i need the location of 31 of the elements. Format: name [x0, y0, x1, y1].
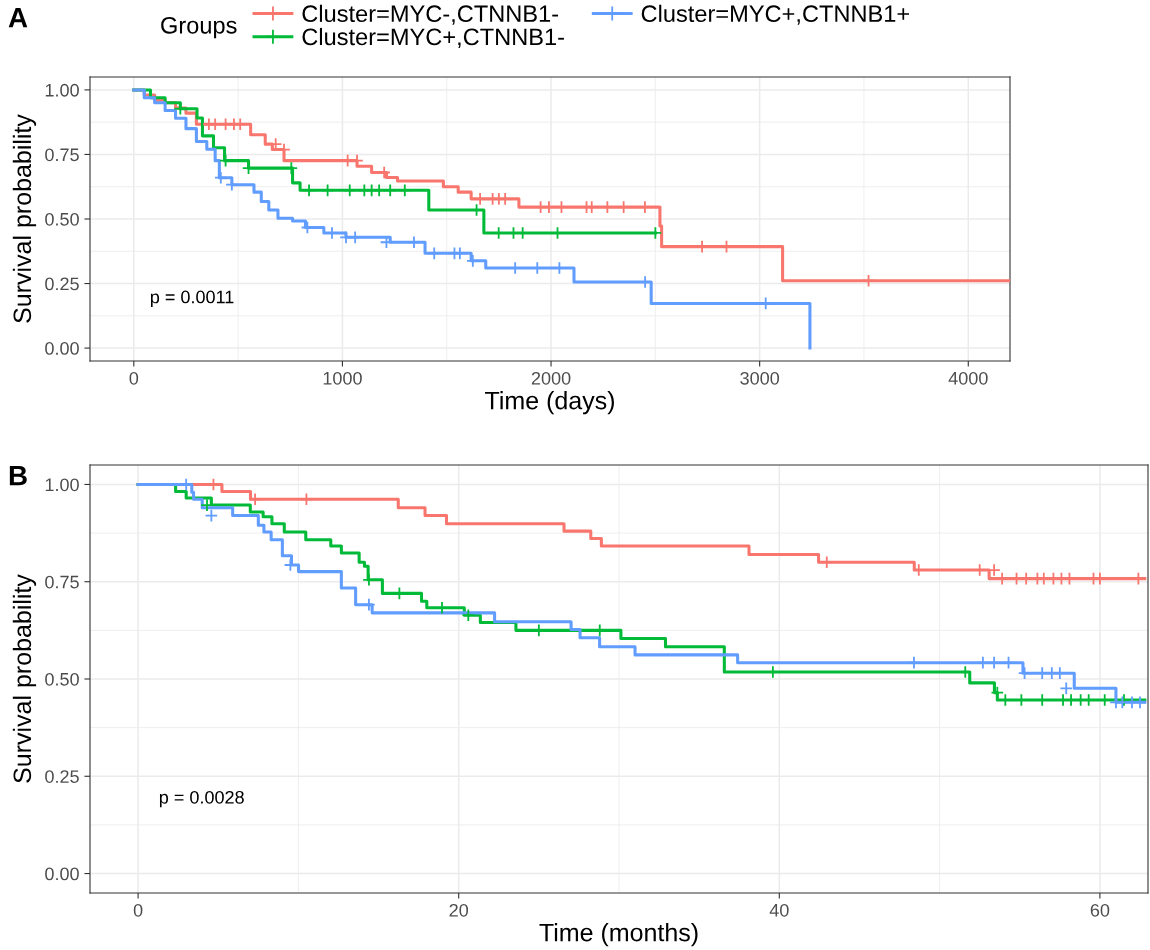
- x-tick-label: 0: [133, 903, 143, 917]
- legend-label: Cluster=MYC+,CTNNB1+: [641, 4, 910, 25]
- y-axis-title: Survival probability: [12, 114, 37, 323]
- annotation: p = 0.0028: [159, 790, 244, 808]
- y-tick-label: 0.25: [45, 277, 79, 291]
- x-tick-label: 20: [449, 903, 469, 917]
- legend-label: Cluster=MYC-,CTNNB1-: [302, 4, 559, 25]
- y-tick-label: 0.75: [45, 575, 79, 589]
- y-tick-label: 0.50: [45, 672, 79, 686]
- legend-label: Cluster=MYC+,CTNNB1-: [302, 27, 564, 49]
- x-tick-label: 60: [1090, 903, 1110, 917]
- y-tick-label: 0.00: [45, 867, 79, 881]
- x-axis-title: Time (months): [539, 923, 698, 947]
- x-tick-label: 0: [129, 371, 139, 385]
- chart-title: A: [8, 8, 28, 28]
- y-tick-label: 0.75: [45, 148, 79, 162]
- y-tick-label: 1.00: [45, 83, 79, 97]
- y-tick-label: 1.00: [45, 478, 79, 492]
- y-tick-label: 0.00: [45, 342, 79, 355]
- annotation: p = 0.0011: [150, 290, 234, 307]
- x-tick-label: 4000: [948, 371, 988, 385]
- legend-title: Groups: [161, 16, 237, 39]
- x-tick-label: 1000: [323, 371, 362, 385]
- x-tick-label: 3000: [740, 371, 780, 385]
- y-tick-label: 0.50: [45, 212, 79, 226]
- x-tick-label: 2000: [531, 371, 571, 385]
- x-tick-label: 40: [769, 903, 789, 917]
- x-axis-title: Time (days): [485, 391, 614, 415]
- y-axis-title: Survival probability: [12, 574, 37, 783]
- chart-title: B: [9, 466, 27, 486]
- y-tick-label: 0.25: [45, 770, 79, 783]
